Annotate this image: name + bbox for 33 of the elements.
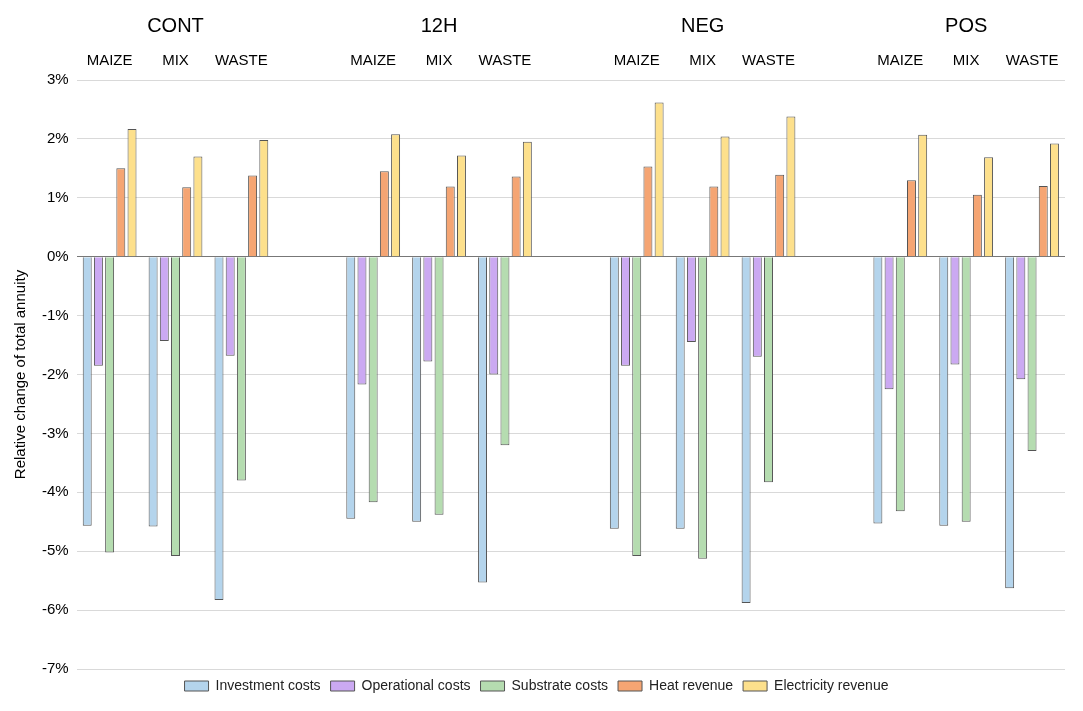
text: NEG (680, 13, 725, 36)
x-tick-label: MAIZE (877, 51, 924, 69)
x-tick-label: MAIZE (86, 51, 133, 69)
y-tick-label: -6% (41, 600, 69, 618)
y-axis-title: Relative change of total annuity (11, 269, 29, 480)
x-tick-label: WASTE (1005, 51, 1059, 69)
y-tick-label: 0% (46, 246, 69, 264)
y-tick-label: 1% (46, 187, 69, 205)
x-tick-label: WASTE (478, 51, 532, 69)
x-tick-label: MIX (952, 51, 980, 69)
y-tick-label: -4% (41, 482, 69, 500)
x-tick-label: MAIZE (613, 51, 660, 69)
y-tick-label: -5% (41, 541, 69, 559)
y-tick-label: 2% (46, 129, 69, 147)
x-tick-label: MIX (162, 51, 189, 69)
text: POS (945, 13, 988, 36)
y-tick-label: -2% (41, 364, 69, 382)
x-tick-label: MIX (425, 51, 453, 69)
legend-label: Substrate costs (511, 676, 609, 693)
text: 12H (420, 13, 458, 36)
x-tick-label: WASTE (742, 51, 795, 69)
legend-label: Operational costs (361, 676, 471, 693)
legend-label: Electricity revenue (774, 676, 889, 693)
text: CONT (147, 13, 204, 36)
y-tick-label: 3% (46, 70, 69, 88)
y-tick-label: -3% (41, 423, 69, 441)
x-tick-label: WASTE (215, 51, 268, 69)
legend-label: Investment costs (215, 676, 321, 693)
legend-label: Heat revenue (649, 676, 734, 693)
y-tick-label: -1% (41, 305, 69, 323)
x-tick-label: MIX (689, 51, 716, 69)
x-tick-label: MAIZE (350, 51, 397, 69)
y-tick-label: -7% (41, 659, 69, 677)
